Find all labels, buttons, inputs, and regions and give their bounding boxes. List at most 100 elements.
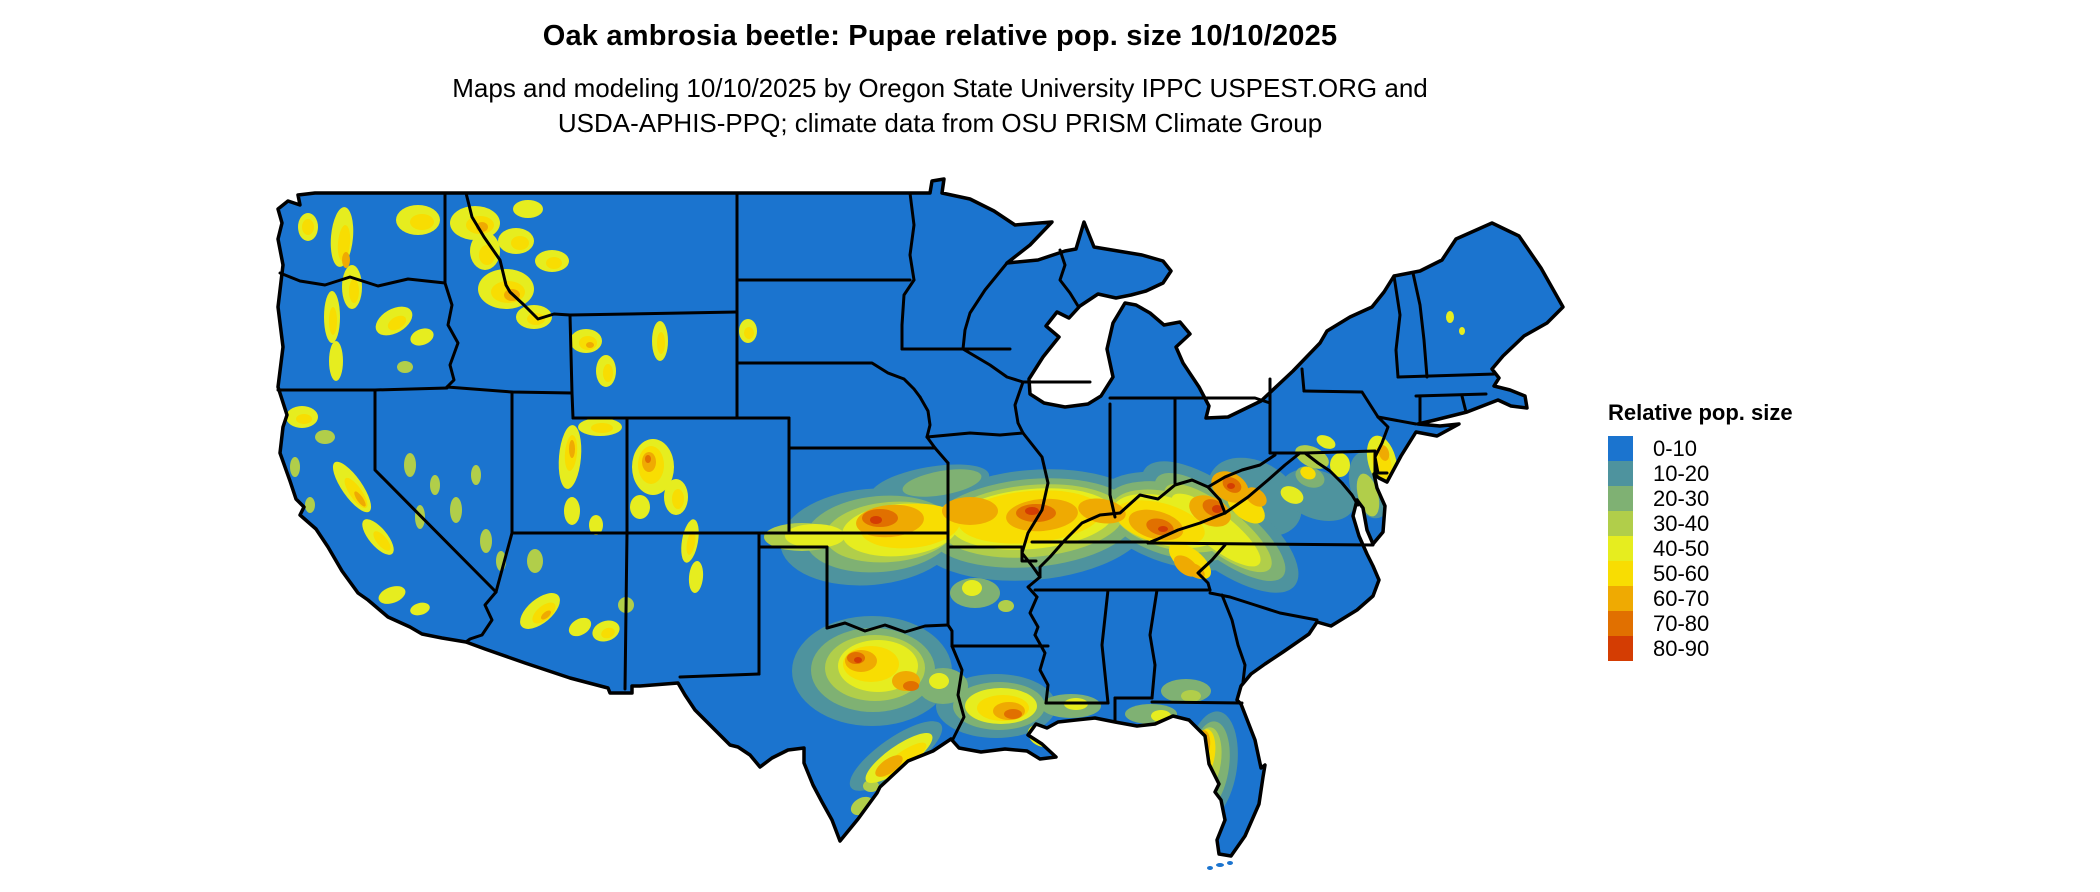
state-border-line xyxy=(1220,593,1247,684)
hotspot-80-90 xyxy=(870,516,882,524)
state-border-line xyxy=(933,446,950,465)
hotspot-50-60 xyxy=(329,307,337,335)
figure-header: Oak ambrosia beetle: Pupae relative pop.… xyxy=(0,0,1880,141)
hotspot-40-50 xyxy=(1316,435,1336,449)
state-border-line xyxy=(1411,271,1429,379)
legend-label: 80-90 xyxy=(1653,636,1710,661)
hotspot-40-50 xyxy=(378,586,406,604)
legend-row-60-70: 60-70 xyxy=(1608,586,1793,611)
legend-row-10-20: 10-20 xyxy=(1608,461,1793,486)
hotspot-50-60 xyxy=(373,531,391,551)
hotspot-70-80 xyxy=(903,681,919,691)
hotspot-50-60 xyxy=(686,531,696,555)
state-border-line xyxy=(918,395,932,439)
state-border-line xyxy=(1414,392,1488,398)
hotspot-60-70 xyxy=(541,610,551,620)
hotspot-50-60 xyxy=(657,332,665,354)
subtitle-line-2: USDA-APHIS-PPQ; climate data from OSU PR… xyxy=(557,108,1323,138)
hotspot-40-50 xyxy=(1446,311,1454,323)
state-border-line xyxy=(568,310,739,317)
state-border-line xyxy=(1058,248,1080,308)
legend-swatch-30-40 xyxy=(1608,511,1633,536)
state-border-line xyxy=(1146,541,1375,547)
state-border-line xyxy=(1108,396,1272,405)
hotspot-60-70 xyxy=(342,252,350,268)
hotspot-40-50 xyxy=(329,341,343,381)
legend-swatch-40-50 xyxy=(1608,536,1633,561)
hotspot-30-40 xyxy=(450,497,462,523)
hotspot-80-90 xyxy=(1197,736,1203,742)
legend-row-50-60: 50-60 xyxy=(1608,561,1793,586)
hotspot-30-40 xyxy=(863,780,879,792)
hotspot-40-50 xyxy=(962,580,982,596)
legend-swatch-80-90 xyxy=(1608,636,1633,661)
legend-swatch-70-80 xyxy=(1608,611,1633,636)
hotspot-40-50 xyxy=(785,524,845,548)
state-border-line xyxy=(1300,367,1306,393)
hotspot-50-60 xyxy=(601,627,615,639)
legend-label: 50-60 xyxy=(1653,561,1710,586)
hotspot-50-60 xyxy=(511,236,529,250)
hotspot-50-60 xyxy=(591,423,613,433)
offshore-islands xyxy=(1207,861,1233,870)
state-border-line xyxy=(1148,588,1159,700)
hotspot-30-40 xyxy=(998,600,1014,612)
state-border-line xyxy=(908,191,916,282)
legend-swatch-20-30 xyxy=(1608,486,1633,511)
hotspot-70-80 xyxy=(645,455,651,463)
hotspot-80-90 xyxy=(1212,505,1222,513)
legend-label: 30-40 xyxy=(1653,511,1710,536)
state-border-line xyxy=(623,531,629,691)
hotspot-50-60 xyxy=(479,245,495,265)
legend-label: 20-30 xyxy=(1653,486,1710,511)
hotspot-80-90 xyxy=(1158,526,1168,532)
population-hotspots xyxy=(286,200,1465,821)
page-title: Oak ambrosia beetle: Pupae relative pop.… xyxy=(542,20,1338,52)
legend-label: 10-20 xyxy=(1653,461,1710,486)
state-border-line xyxy=(950,644,966,741)
state-border-line xyxy=(1108,402,1117,519)
legend-label: 40-50 xyxy=(1653,536,1710,561)
hotspot-60-70 xyxy=(354,491,366,507)
state-border-line xyxy=(1150,700,1244,705)
hotspot-80-90 xyxy=(1227,483,1235,489)
legend-row-70-80: 70-80 xyxy=(1608,611,1793,636)
hotspot-80-90 xyxy=(1025,507,1039,515)
hotspot-30-40 xyxy=(404,453,416,477)
island xyxy=(1207,866,1213,870)
state-border-line xyxy=(494,531,514,594)
hotspot-50-60 xyxy=(410,214,434,230)
page-subtitle: Maps and modeling 10/10/2025 by Oregon S… xyxy=(0,71,1880,141)
state-border-line xyxy=(961,261,1009,351)
state-border-line xyxy=(825,621,950,634)
legend-row-40-50: 40-50 xyxy=(1608,536,1793,561)
hotspot-50-60 xyxy=(302,219,314,235)
state-border-line xyxy=(678,672,761,679)
subtitle-line-1: Maps and modeling 10/10/2025 by Oregon S… xyxy=(452,73,1428,103)
state-border-line xyxy=(1223,451,1302,515)
hotspot-30-40 xyxy=(430,475,440,495)
state-border-line xyxy=(946,623,954,648)
national-outline xyxy=(276,177,1565,858)
hotspot-50-60 xyxy=(1300,466,1316,480)
state-border-line xyxy=(961,347,1025,384)
hotspot-40-50 xyxy=(1330,453,1350,477)
state-border-line xyxy=(373,388,498,594)
hotspot-40-50 xyxy=(564,497,580,525)
state-border-line xyxy=(900,278,916,351)
hotspot-60-70 xyxy=(942,497,998,525)
legend-row-20-30: 20-30 xyxy=(1608,486,1793,511)
state-border-line xyxy=(445,385,574,395)
hotspot-30-40 xyxy=(397,361,413,373)
state-borders xyxy=(276,191,1497,741)
state-border-line xyxy=(1020,431,1050,579)
hotspot-40-50 xyxy=(688,561,704,593)
hotspot-60-70 xyxy=(1245,487,1267,507)
legend-label: 0-10 xyxy=(1653,436,1698,461)
hotspot-70-80 xyxy=(1004,709,1022,719)
legend-swatch-50-60 xyxy=(1608,561,1633,586)
hotspot-50-60 xyxy=(349,279,359,303)
hotspot-30-40 xyxy=(471,465,481,485)
state-border-line xyxy=(1302,389,1380,419)
state-border-line xyxy=(735,361,922,399)
